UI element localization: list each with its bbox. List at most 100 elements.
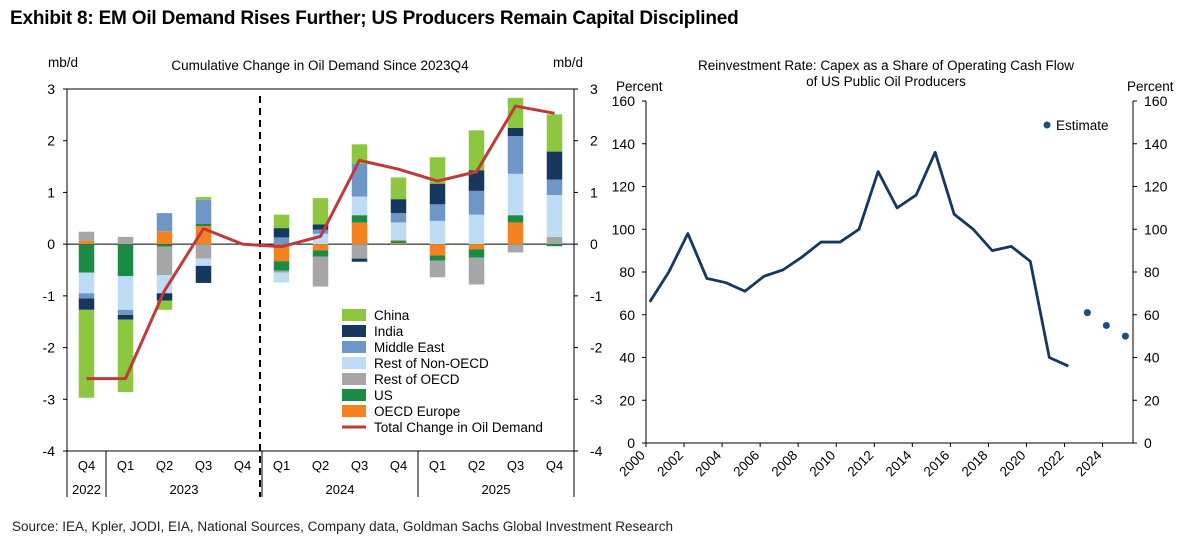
bar-rest-of-non-oecd bbox=[390, 222, 407, 241]
right-chart-xtick-label: 2020 bbox=[997, 448, 1029, 480]
left-ytick-label: 0 bbox=[47, 236, 55, 252]
left-xtick-label: Q1 bbox=[429, 458, 446, 473]
bar-middle-east bbox=[468, 190, 485, 215]
bar-rest-of-oecd bbox=[117, 236, 134, 245]
bar-rest-of-non-oecd bbox=[507, 173, 524, 216]
year-label: 2025 bbox=[482, 482, 511, 497]
left-ytick-label: 1 bbox=[47, 184, 55, 200]
right-chart-ytick-label: 60 bbox=[619, 307, 635, 323]
legend-label: Rest of OECD bbox=[374, 372, 460, 387]
bar-middle-east bbox=[429, 204, 446, 221]
bar-us bbox=[507, 215, 524, 223]
bar-oecd-europe bbox=[78, 241, 95, 245]
left-xtick-label: Q3 bbox=[351, 458, 368, 473]
bar-oecd-europe bbox=[507, 222, 524, 245]
bar-rest-of-non-oecd bbox=[117, 276, 134, 310]
left-ytick-label-right: 3 bbox=[590, 81, 598, 97]
left-ytick-label-right: -4 bbox=[590, 443, 603, 459]
bar-us bbox=[351, 215, 368, 223]
bar-middle-east bbox=[117, 309, 134, 315]
right-chart-ytick-label-right: 80 bbox=[1144, 264, 1160, 280]
bar-china bbox=[156, 300, 173, 310]
right-chart-ytick-label-right: 60 bbox=[1144, 307, 1160, 323]
bar-rest-of-oecd bbox=[351, 244, 368, 259]
legend-label: OECD Europe bbox=[374, 404, 460, 419]
left-xtick-label: Q1 bbox=[273, 458, 290, 473]
bar-rest-of-non-oecd bbox=[546, 195, 563, 237]
left-ytick-label: -1 bbox=[43, 288, 56, 304]
bar-oecd-europe bbox=[429, 244, 446, 256]
left-ytick-label-right: -2 bbox=[590, 340, 603, 356]
bar-middle-east bbox=[195, 199, 212, 224]
left-ytick-label-right: 2 bbox=[590, 133, 598, 149]
left-ytick-label-right: -3 bbox=[590, 391, 603, 407]
bar-middle-east bbox=[546, 179, 563, 196]
right-chart-xtick-label: 2024 bbox=[1073, 447, 1105, 479]
right-chart-xtick-label: 2018 bbox=[959, 448, 991, 480]
right-chart-xtick-label: 2002 bbox=[654, 448, 686, 480]
bar-us bbox=[390, 241, 407, 244]
bar-rest-of-non-oecd bbox=[468, 214, 485, 245]
right-chart-xtick-label: 2006 bbox=[730, 448, 762, 480]
left-ytick-label-right: 1 bbox=[590, 184, 598, 200]
bar-china bbox=[273, 214, 290, 229]
bar-china bbox=[312, 198, 329, 225]
bar-oecd-europe bbox=[273, 244, 290, 262]
left-xtick-label: Q3 bbox=[195, 458, 212, 473]
right-chart-title-line1: Reinvestment Rate: Capex as a Share of O… bbox=[698, 58, 1074, 73]
bar-us bbox=[546, 244, 563, 247]
left-xtick-label: Q2 bbox=[312, 458, 329, 473]
bar-oecd-europe bbox=[312, 244, 329, 251]
left-ytick-label: 3 bbox=[47, 81, 55, 97]
bar-middle-east bbox=[78, 293, 95, 299]
bar-india bbox=[468, 170, 485, 191]
right-chart-ytick-label: 40 bbox=[619, 350, 635, 366]
year-label: 2023 bbox=[170, 482, 199, 497]
right-chart-xtick-label: 2010 bbox=[807, 448, 839, 480]
bar-oecd-europe bbox=[351, 222, 368, 245]
right-chart-ytick-label: 20 bbox=[619, 392, 635, 408]
estimate-point bbox=[1102, 321, 1110, 329]
left-ytick-label-right: 0 bbox=[590, 236, 598, 252]
bar-us bbox=[429, 255, 446, 261]
right-chart-ytick-label-right: 40 bbox=[1144, 350, 1160, 366]
bar-china bbox=[78, 309, 95, 398]
right-chart-ytick-label: 100 bbox=[612, 221, 636, 237]
bar-rest-of-oecd bbox=[390, 240, 407, 242]
bar-us bbox=[468, 249, 485, 258]
bar-rest-of-oecd bbox=[546, 236, 563, 245]
legend-swatch-india bbox=[342, 325, 366, 337]
bar-rest-of-non-oecd bbox=[156, 275, 173, 294]
legend-label: Estimate bbox=[1056, 118, 1109, 133]
left-chart: 3 3 2 2 1 1 0 0 -1 -1 -2 -2 -3 -3 -4 -4 Q4 Q1 Q2 Q3 Q4 Q1 Q2 Q3… bbox=[43, 81, 603, 497]
legend-label: Middle East bbox=[374, 340, 445, 355]
source-note: Source: IEA, Kpler, JODI, EIA, National … bbox=[12, 519, 674, 534]
right-chart-ytick-label-right: 160 bbox=[1144, 93, 1168, 109]
left-xtick-label: Q4 bbox=[390, 458, 407, 473]
legend-label: China bbox=[374, 308, 410, 323]
left-ylabel-right: mb/d bbox=[553, 55, 583, 70]
right-chart-xtick-label: 2012 bbox=[845, 448, 877, 480]
bar-rest-of-oecd bbox=[507, 244, 524, 253]
right-chart-xtick-label: 2004 bbox=[692, 447, 724, 479]
legend-swatch-estimate bbox=[1043, 121, 1051, 129]
bar-rest-of-oecd bbox=[273, 270, 290, 273]
left-xtick-label: Q4 bbox=[78, 458, 95, 473]
bar-india bbox=[273, 228, 290, 238]
left-xtick-label: Q2 bbox=[156, 458, 173, 473]
bar-india bbox=[117, 314, 134, 320]
bar-middle-east bbox=[156, 213, 173, 232]
bar-rest-of-oecd bbox=[312, 256, 329, 287]
bar-us bbox=[78, 244, 95, 273]
right-chart-xtick-label: 2000 bbox=[616, 448, 648, 480]
bar-rest-of-non-oecd bbox=[78, 272, 95, 294]
bar-oecd-europe bbox=[156, 231, 173, 245]
left-ylabel-left: mb/d bbox=[48, 55, 78, 70]
bar-china bbox=[117, 319, 134, 393]
bar-rest-of-non-oecd bbox=[273, 272, 290, 283]
bar-china bbox=[390, 177, 407, 200]
left-xtick-label: Q1 bbox=[117, 458, 134, 473]
legend-label: India bbox=[374, 324, 404, 339]
left-plot-frame bbox=[66, 88, 575, 452]
bar-china bbox=[468, 130, 485, 171]
